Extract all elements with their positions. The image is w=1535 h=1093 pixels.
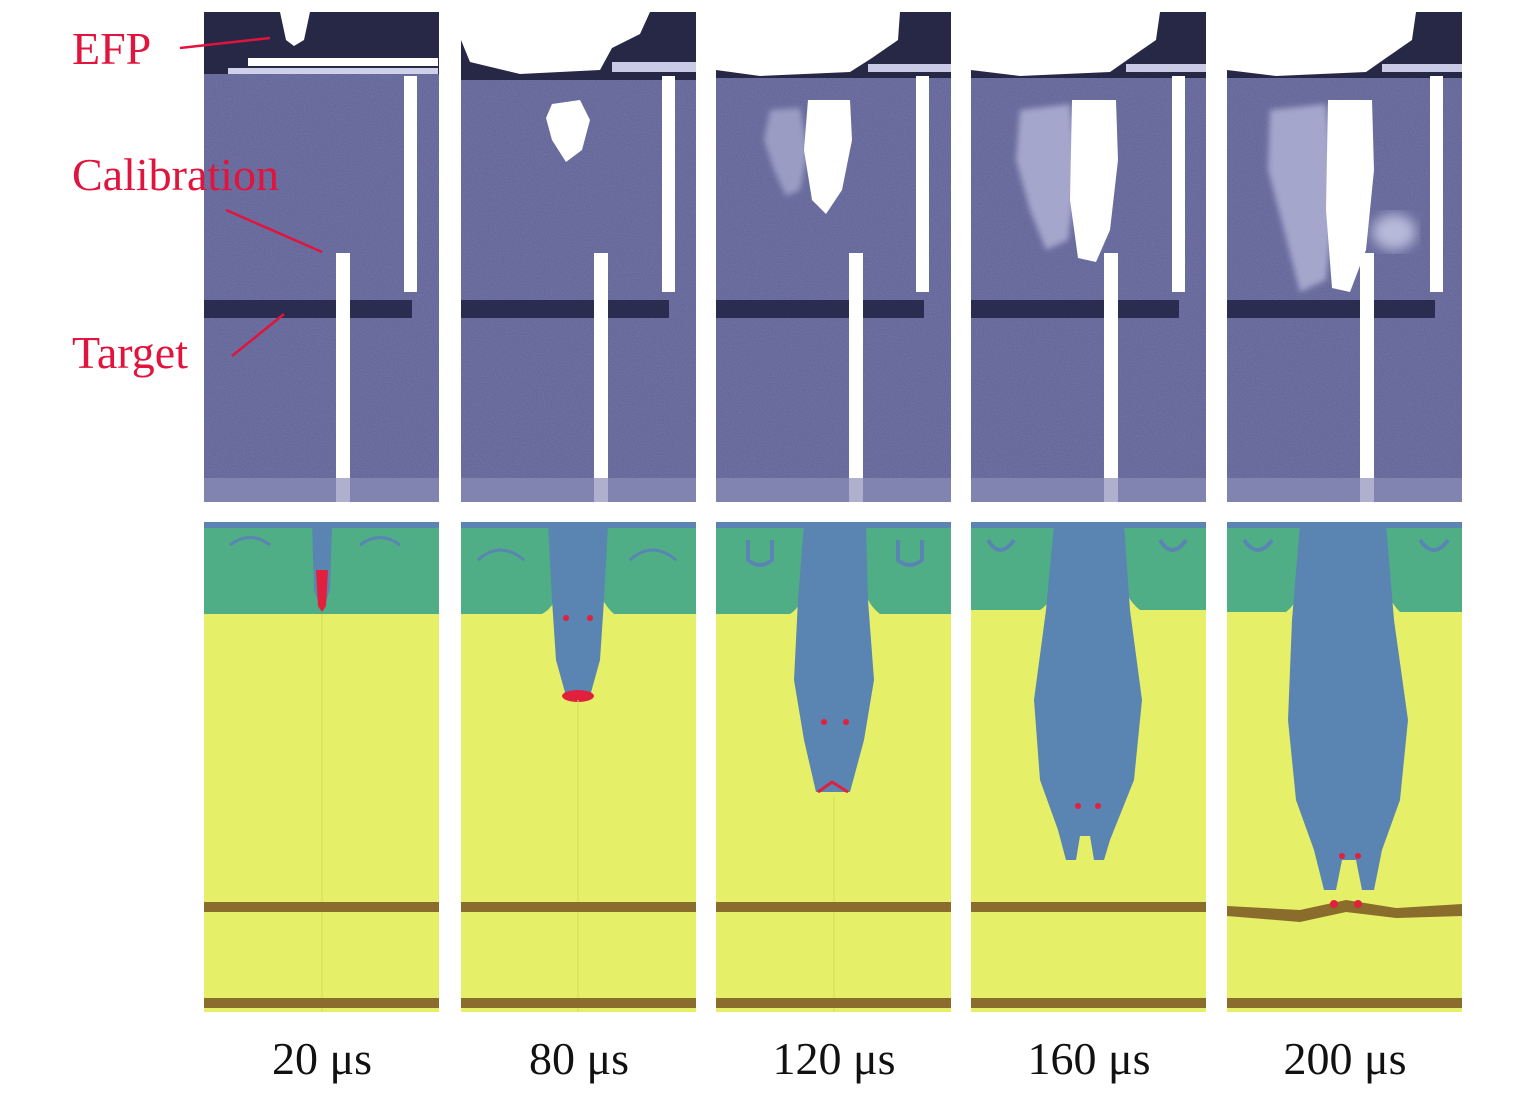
simulation-frame-20us [204,522,439,1012]
target-label: Target [72,327,188,378]
time-label-20us: 20 μs [271,1033,373,1084]
simulation-frame-120us [716,522,951,1012]
photo-frame-20us [204,12,439,502]
time-label-80us: 80 μs [528,1033,630,1084]
photo-frame-80us [461,12,696,502]
photo-frame-160us [971,12,1206,502]
time-label-120us: 120 μs [772,1033,896,1084]
calibration-leader-line [225,208,323,254]
photo-frame-200us [1227,12,1462,502]
target-leader-line [231,313,285,357]
simulation-frame-200us [1227,522,1462,1012]
calibration-label: Calibration [72,149,279,200]
efp-leader-line [179,36,271,50]
efp-label: EFP [72,23,152,74]
photo-frame-120us [716,12,951,502]
time-label-160us: 160 μs [1027,1033,1151,1084]
simulation-frame-160us [971,522,1206,1012]
time-label-200us: 200 μs [1283,1033,1407,1084]
simulation-frame-80us [461,522,696,1012]
